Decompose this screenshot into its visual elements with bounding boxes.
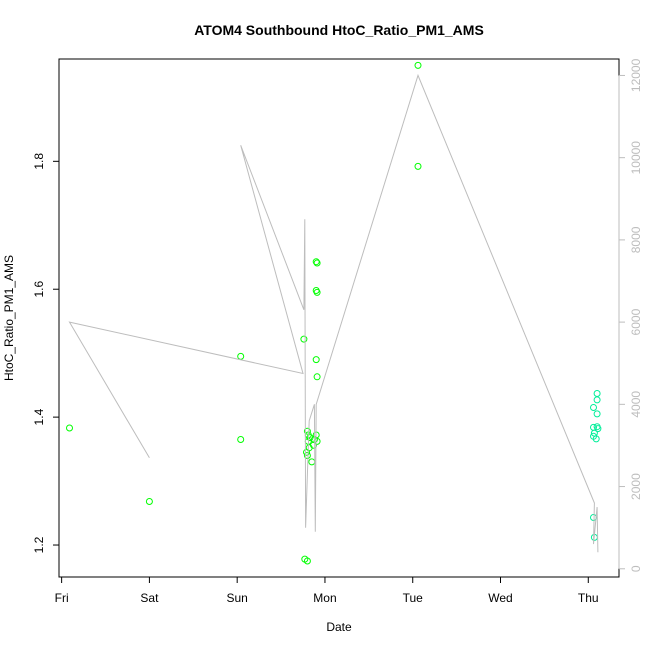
y-axis-label: HtoC_Ratio_PM1_AMS [2,255,16,381]
x-tick-label-2: Sun [227,591,248,605]
series-0-point-1 [145,498,153,505]
series-0-point-2 [237,352,245,360]
y-tick-label-2: 1.6 [32,281,46,298]
series-0-point-21 [312,356,320,364]
series-0-point-26 [414,162,422,170]
y2-tick-label-6: 12000 [629,58,643,92]
x-tick-label-4: Tue [403,591,424,605]
y2-tick-label-3: 6000 [629,308,643,335]
series-2-line [68,73,599,553]
y-tick-label-1: 1.4 [32,408,46,425]
series-1-point-7 [593,396,601,404]
series-1-point-8 [593,410,601,418]
x-tick-label-1: Sat [140,591,159,605]
series-0-point-12 [308,458,316,466]
series-0-point-17 [312,258,320,266]
y-tick-label-0: 1.2 [32,536,46,553]
series-0-point-5 [303,427,311,435]
y2-tick-label-1: 2000 [629,473,643,500]
y2-tick-label-0: 0 [629,565,643,572]
y-axis-right: 0 2000 4000 6000 8000 10000 12000 [618,58,643,572]
series-1-point-10 [594,425,602,433]
y2-tick-label-5: 10000 [629,141,643,175]
series-0-point-8 [303,452,311,459]
series-1-point-6 [593,390,601,397]
series-0-point-22 [313,373,321,381]
series-0-point-0 [66,424,73,432]
x-axis: Fri Sat Sun Mon Tue Wed Thu [55,576,599,605]
series-0-point-20 [313,288,321,296]
y-tick-label-3: 1.8 [32,153,46,170]
x-tick-label-5: Wed [488,591,512,605]
series-0-point-16 [303,557,311,565]
series-0-point-18 [313,259,321,267]
plot-area-frame [58,58,620,578]
series-0-point-4 [300,335,308,343]
series-0-point-3 [237,436,245,443]
series-1-point-11 [592,435,600,443]
y-axis-left: 1.2 1.4 1.6 1.8 [32,153,60,553]
x-tick-label-0: Fri [55,591,69,605]
series-1-point-2 [590,404,597,411]
series-0-point-9 [303,448,310,456]
series-0-point-24 [313,437,321,445]
y2-tick-label-4: 8000 [629,226,643,253]
series-layer [66,61,602,565]
x-tick-label-3: Mon [313,591,336,605]
x-tick-label-6: Thu [578,591,599,605]
y2-tick-label-2: 4000 [629,391,643,418]
chart-title: ATOM4 Southbound HtoC_Ratio_PM1_AMS [194,22,484,38]
series-0-point-25 [414,61,422,69]
x-axis-label: Date [326,620,352,634]
